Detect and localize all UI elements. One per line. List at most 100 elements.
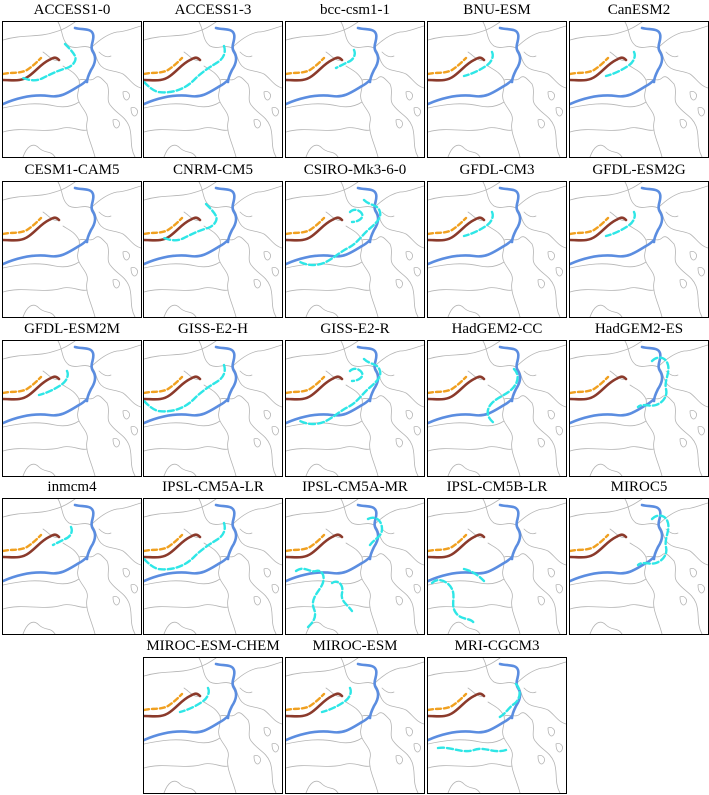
coastline: [645, 236, 675, 245]
brown-line: [286, 692, 344, 718]
observed-line-south: [428, 555, 514, 583]
coastline: [657, 185, 708, 209]
coastline: [381, 51, 395, 58]
observed-line-north: [73, 186, 97, 244]
brown-line: [286, 216, 344, 242]
coastline: [122, 251, 130, 261]
brown-line: [428, 533, 486, 559]
coastline: [428, 287, 513, 293]
coastline: [122, 568, 130, 578]
coastline: [144, 261, 221, 269]
panel-title: MIROC-ESM-CHEM: [146, 638, 280, 654]
coastline: [271, 107, 279, 117]
coastline: [428, 420, 505, 428]
map-svg: [428, 341, 566, 476]
coastline: [253, 596, 261, 606]
model-panel: MIROC-ESM-CHEM: [143, 636, 283, 794]
brown-line: [286, 56, 344, 82]
map-frame: [569, 498, 709, 635]
coastline: [689, 91, 697, 101]
coastline: [373, 185, 424, 209]
coastline: [389, 243, 419, 317]
map-frame: [427, 181, 567, 318]
observed-line-north: [73, 345, 97, 403]
map-frame: [143, 181, 283, 318]
coastline: [537, 438, 545, 448]
map-svg: [3, 341, 141, 476]
coastline: [144, 446, 229, 452]
coastline: [389, 83, 419, 157]
model-panel: BNU-ESM: [427, 0, 567, 158]
orange-dashed-line: [428, 375, 468, 395]
orange-dashed-line: [144, 533, 184, 553]
coastline: [305, 780, 339, 793]
orange-dashed-line: [428, 216, 468, 236]
map-svg: [144, 658, 282, 793]
orange-dashed-line: [570, 216, 610, 236]
coastline: [247, 560, 277, 634]
coastline: [515, 25, 566, 49]
map-frame: [285, 657, 425, 794]
observed-line-north: [498, 662, 522, 720]
coastline: [689, 251, 697, 261]
coastline: [395, 279, 403, 289]
panel-title: HadGEM2-ES: [594, 321, 684, 337]
model-panel: GISS-E2-H: [143, 319, 283, 477]
model-dashed-line: [144, 363, 226, 413]
coastline: [340, 182, 424, 249]
coastline: [570, 420, 647, 428]
model-dashed-line: [178, 686, 210, 714]
coastline: [3, 182, 76, 201]
coastline: [130, 107, 138, 117]
coastline: [90, 185, 141, 209]
orange-dashed-line: [286, 56, 326, 76]
brown-line: [144, 216, 202, 242]
coastline: [428, 658, 501, 677]
coastline: [673, 243, 703, 317]
coastline: [413, 584, 421, 594]
observed-line-south: [570, 397, 656, 425]
map-frame: [2, 498, 142, 635]
orange-dashed-line: [570, 56, 610, 76]
model-panel: MIROC5: [569, 477, 709, 635]
coastline: [305, 144, 339, 157]
coastline: [144, 127, 229, 133]
model-dashed-line: [366, 516, 384, 547]
observed-line-north: [214, 26, 238, 84]
orange-dashed-line: [144, 56, 184, 76]
map-svg: [570, 182, 708, 317]
model-dashed-line: [462, 567, 486, 583]
coastline: [247, 719, 277, 793]
model-dashed-line: [636, 356, 670, 409]
orange-dashed-line: [3, 533, 43, 553]
brown-line: [428, 375, 486, 401]
coastline: [428, 499, 501, 518]
coastline: [3, 127, 88, 133]
brown-line: [428, 56, 486, 82]
coastline: [679, 119, 687, 129]
model-dashed-line: [320, 686, 352, 714]
model-panel: IPSL-CM5A-MR: [285, 477, 425, 635]
map-svg: [3, 499, 141, 634]
panel-title: GISS-E2-H: [178, 321, 248, 337]
map-svg: [286, 22, 424, 157]
coastline: [130, 584, 138, 594]
model-panel: HadGEM2-CC: [427, 319, 567, 477]
brown-line: [3, 216, 61, 242]
coastline: [198, 658, 282, 725]
coastline: [515, 344, 566, 368]
coastline: [531, 719, 561, 793]
coastline: [482, 22, 566, 89]
map-svg: [3, 182, 141, 317]
coastline: [144, 287, 229, 293]
model-dashed-line: [144, 44, 226, 94]
coastline: [3, 578, 80, 586]
map-svg: [570, 22, 708, 157]
coastline: [286, 446, 371, 452]
panel-title: ACCESS1-3: [174, 2, 252, 18]
orange-dashed-line: [428, 533, 468, 553]
map-frame: [2, 181, 142, 318]
observed-line-south: [3, 397, 89, 425]
map-svg: [286, 182, 424, 317]
